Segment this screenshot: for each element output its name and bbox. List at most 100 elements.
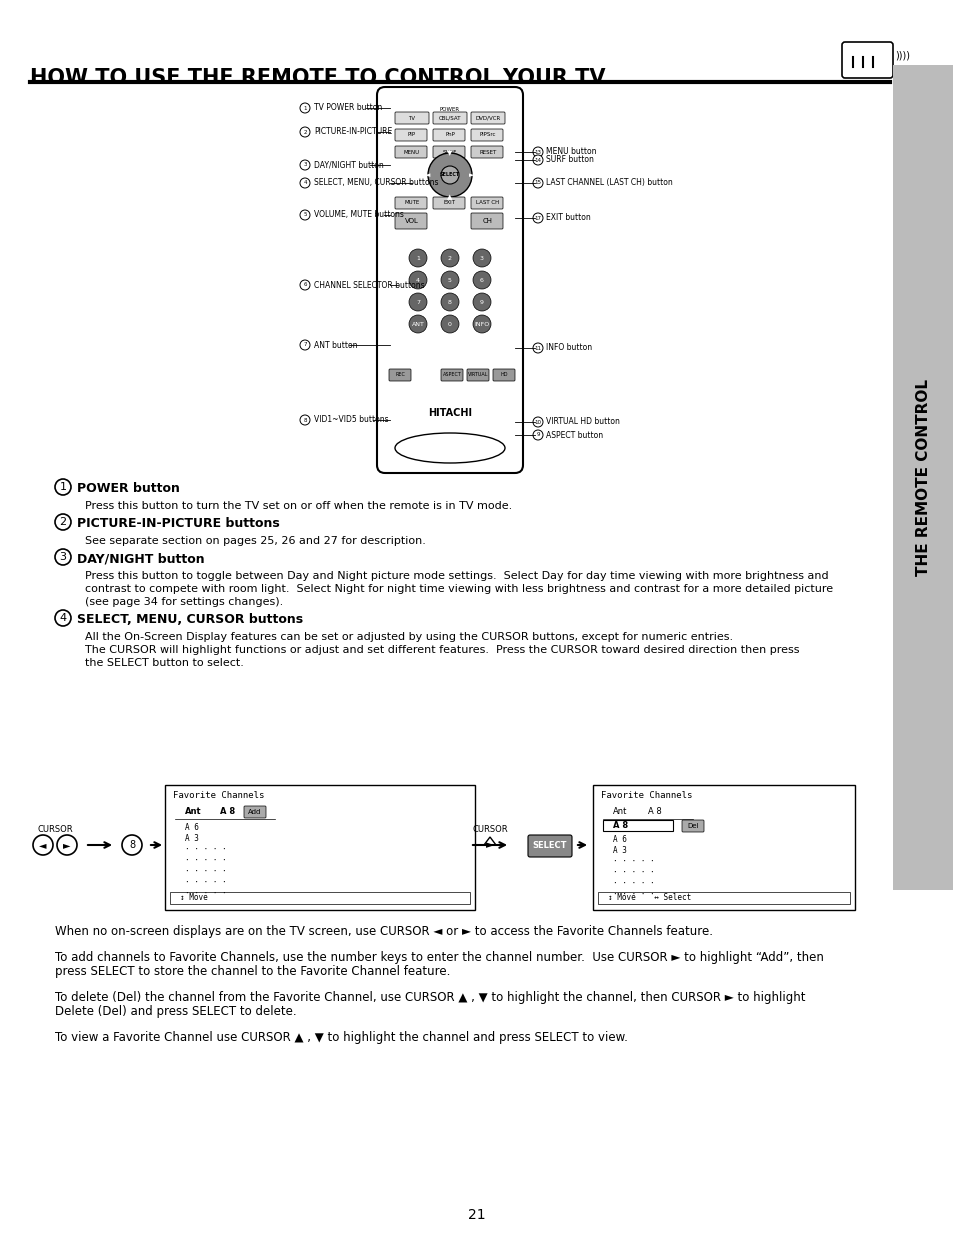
Text: · · · · ·: · · · · ·	[613, 879, 654, 888]
Text: TV POWER button: TV POWER button	[314, 104, 382, 112]
Text: All the On-Screen Display features can be set or adjusted by using the CURSOR bu: All the On-Screen Display features can b…	[85, 632, 732, 642]
Text: SURF: SURF	[442, 149, 456, 154]
Text: ▼: ▼	[447, 149, 453, 156]
FancyBboxPatch shape	[841, 42, 892, 78]
Text: · · · · ·: · · · · ·	[185, 867, 227, 876]
Text: To add channels to Favorite Channels, use the number keys to enter the channel n: To add channels to Favorite Channels, us…	[55, 951, 823, 965]
Text: · · · · ·: · · · · ·	[613, 868, 654, 877]
FancyBboxPatch shape	[376, 86, 522, 473]
Text: PnP: PnP	[445, 132, 455, 137]
Text: 9: 9	[479, 300, 483, 305]
FancyBboxPatch shape	[471, 128, 502, 141]
Text: 1: 1	[416, 256, 419, 261]
Text: (see page 34 for settings changes).: (see page 34 for settings changes).	[85, 597, 283, 606]
Text: VID1~VID5 buttons: VID1~VID5 buttons	[314, 415, 388, 425]
Text: 2: 2	[59, 517, 67, 527]
Circle shape	[409, 293, 427, 311]
Circle shape	[299, 280, 310, 290]
FancyBboxPatch shape	[471, 212, 502, 228]
Text: PiPSrc: PiPSrc	[479, 132, 496, 137]
Text: · · · · ·: · · · · ·	[185, 856, 227, 864]
Bar	[602, 820, 672, 831]
FancyBboxPatch shape	[395, 212, 427, 228]
FancyBboxPatch shape	[681, 820, 703, 832]
Circle shape	[440, 315, 458, 333]
Text: A 3: A 3	[613, 846, 626, 855]
Text: ◄: ◄	[39, 840, 47, 850]
Text: Ant: Ant	[185, 806, 201, 816]
Text: 15: 15	[534, 180, 541, 185]
Circle shape	[409, 315, 427, 333]
Circle shape	[473, 270, 491, 289]
Circle shape	[533, 343, 542, 353]
Text: · · · · ·: · · · · ·	[185, 878, 227, 887]
Circle shape	[440, 270, 458, 289]
FancyBboxPatch shape	[395, 146, 427, 158]
Text: DAY/NIGHT button: DAY/NIGHT button	[77, 552, 204, 564]
Text: 7: 7	[416, 300, 419, 305]
Text: MUTE: MUTE	[404, 200, 419, 205]
Text: VIRTUAL HD button: VIRTUAL HD button	[545, 417, 619, 426]
Bar	[598, 892, 849, 904]
Text: ↕ Move: ↕ Move	[180, 893, 208, 902]
Text: VOL: VOL	[405, 219, 418, 224]
FancyBboxPatch shape	[244, 806, 266, 818]
Text: Press this button to toggle between Day and Night picture mode settings.  Select: Press this button to toggle between Day …	[85, 571, 828, 580]
Text: A 8: A 8	[647, 806, 661, 816]
FancyBboxPatch shape	[471, 198, 502, 209]
Text: ANT button: ANT button	[314, 341, 357, 350]
Circle shape	[299, 103, 310, 112]
Circle shape	[299, 340, 310, 350]
Text: 14: 14	[534, 158, 541, 163]
Text: ◄: ◄	[425, 172, 430, 178]
Text: Favorite Channels: Favorite Channels	[600, 790, 692, 800]
Text: HOW TO USE THE REMOTE TO CONTROL YOUR TV: HOW TO USE THE REMOTE TO CONTROL YOUR TV	[30, 68, 605, 88]
Text: 21: 21	[468, 1208, 485, 1221]
FancyBboxPatch shape	[433, 128, 464, 141]
Text: 1: 1	[59, 482, 67, 492]
Text: · · · · ·: · · · · ·	[185, 889, 227, 898]
Circle shape	[533, 156, 542, 165]
Text: MENU: MENU	[403, 149, 419, 154]
Text: HD: HD	[499, 373, 507, 378]
Circle shape	[299, 178, 310, 188]
Text: 4: 4	[303, 180, 307, 185]
Text: MENU button: MENU button	[545, 147, 596, 157]
Text: )))): ))))	[894, 49, 909, 61]
Text: Press this button to turn the TV set on or off when the remote is in TV mode.: Press this button to turn the TV set on …	[85, 501, 512, 511]
Circle shape	[473, 249, 491, 267]
Text: REC: REC	[395, 373, 404, 378]
Text: Add: Add	[248, 809, 261, 815]
FancyBboxPatch shape	[471, 146, 502, 158]
Text: SELECT, MENU, CURSOR buttons: SELECT, MENU, CURSOR buttons	[77, 613, 303, 626]
Text: The CURSOR will highlight functions or adjust and set different features.  Press: The CURSOR will highlight functions or a…	[85, 645, 799, 655]
Text: A 3: A 3	[185, 834, 198, 844]
Circle shape	[299, 210, 310, 220]
Text: 8: 8	[448, 300, 452, 305]
Text: 9: 9	[536, 432, 539, 437]
Text: 2: 2	[303, 130, 307, 135]
Text: When no on-screen displays are on the TV screen, use CURSOR ◄ or ► to access the: When no on-screen displays are on the TV…	[55, 925, 712, 939]
FancyBboxPatch shape	[389, 369, 411, 382]
Text: ►: ►	[485, 840, 494, 850]
Text: See separate section on pages 25, 26 and 27 for description.: See separate section on pages 25, 26 and…	[85, 536, 425, 546]
FancyArrow shape	[483, 837, 496, 845]
Circle shape	[473, 315, 491, 333]
FancyBboxPatch shape	[471, 112, 504, 124]
Text: POWER button: POWER button	[77, 482, 180, 495]
Text: Del: Del	[686, 823, 698, 829]
Circle shape	[533, 178, 542, 188]
Text: 8: 8	[129, 840, 135, 850]
Circle shape	[122, 835, 142, 855]
Text: ANT: ANT	[411, 321, 424, 326]
Text: CURSOR: CURSOR	[37, 825, 72, 835]
Circle shape	[409, 249, 427, 267]
Text: 3: 3	[59, 552, 67, 562]
Text: HITACHI: HITACHI	[428, 408, 472, 417]
Text: A 6: A 6	[185, 823, 198, 832]
Text: 10: 10	[534, 420, 541, 425]
FancyBboxPatch shape	[493, 369, 515, 382]
FancyBboxPatch shape	[433, 198, 464, 209]
Text: · · · · ·: · · · · ·	[185, 845, 227, 853]
Text: To view a Favorite Channel use CURSOR ▲ , ▼ to highlight the channel and press S: To view a Favorite Channel use CURSOR ▲ …	[55, 1031, 627, 1044]
